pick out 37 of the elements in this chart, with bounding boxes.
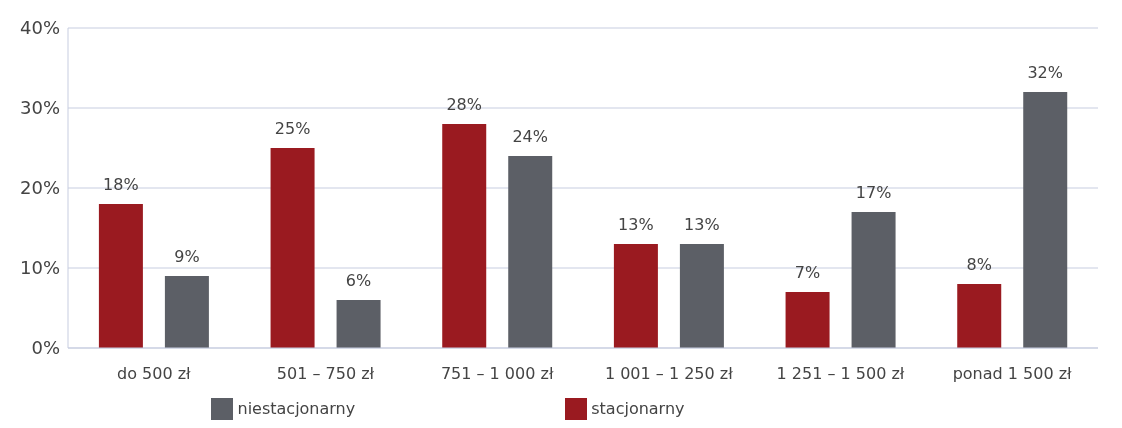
data-label: 6% bbox=[345, 271, 372, 290]
x-tick-label: 1 251 – 1 500 zł bbox=[776, 364, 905, 384]
data-label: 25% bbox=[274, 119, 311, 138]
y-tick-label: 20% bbox=[19, 177, 60, 199]
bar bbox=[442, 124, 487, 348]
data-label: 18% bbox=[103, 175, 139, 194]
y-tick-label: 30% bbox=[19, 97, 60, 119]
data-label: 9% bbox=[174, 247, 200, 266]
bar bbox=[1023, 92, 1068, 348]
x-tick-label: ponad 1 500 zł bbox=[952, 364, 1073, 384]
bar bbox=[270, 148, 315, 348]
data-label: 17% bbox=[855, 183, 892, 202]
y-tick-label: 40% bbox=[19, 17, 60, 39]
bar bbox=[679, 244, 724, 348]
bar bbox=[851, 212, 896, 348]
x-tick-label: 751 – 1 000 zł bbox=[440, 364, 554, 384]
bar bbox=[164, 276, 209, 348]
data-label: 13% bbox=[684, 215, 720, 234]
legend-label: stacjonarny bbox=[591, 398, 685, 418]
data-label: 7% bbox=[794, 263, 821, 282]
bar bbox=[98, 204, 143, 348]
x-tick-label: do 500 zł bbox=[117, 364, 192, 384]
data-label: 24% bbox=[512, 127, 549, 146]
data-label: 32% bbox=[1027, 63, 1064, 82]
bar bbox=[785, 292, 830, 348]
y-tick-label: 10% bbox=[19, 257, 60, 279]
legend-label: niestacjonarny bbox=[237, 398, 356, 418]
bar bbox=[613, 244, 658, 348]
data-label: 28% bbox=[446, 95, 483, 114]
data-label: 13% bbox=[618, 215, 654, 234]
data-label: 8% bbox=[966, 255, 992, 274]
bar bbox=[508, 156, 553, 348]
bar bbox=[957, 284, 1002, 348]
x-tick-label: 501 – 750 zł bbox=[276, 364, 375, 384]
x-tick-label: 1 001 – 1 250 zł bbox=[604, 364, 734, 384]
y-tick-label: 0% bbox=[31, 337, 60, 359]
bar bbox=[336, 300, 381, 348]
